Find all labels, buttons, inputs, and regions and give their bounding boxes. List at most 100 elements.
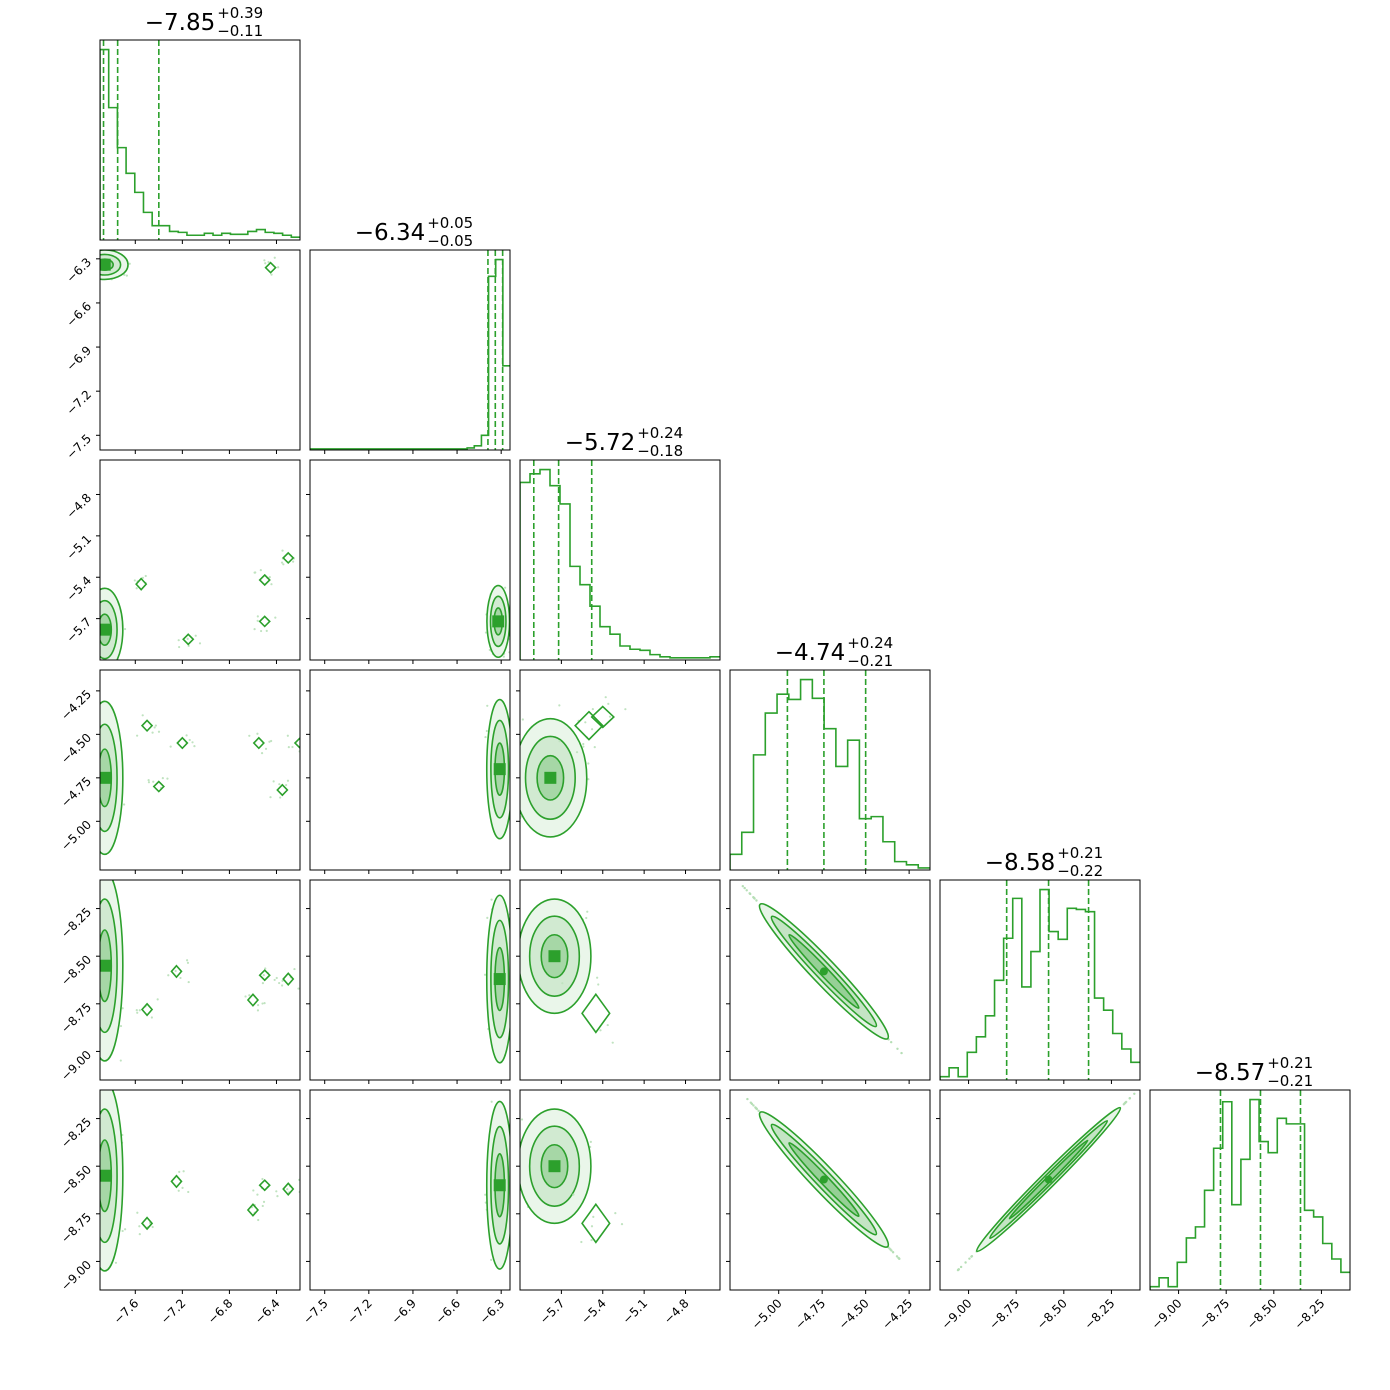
title-median: −6.34 (355, 220, 425, 246)
sample-point (558, 740, 561, 743)
sample-point (198, 642, 202, 645)
sample-point (93, 654, 95, 656)
sample-point (86, 750, 88, 752)
sample-point (490, 1258, 493, 1261)
title-plus: +0.24 (847, 634, 893, 652)
sample-point (582, 745, 585, 748)
title-minus: −0.11 (217, 22, 263, 40)
sample-point (141, 576, 145, 579)
sample-point (607, 702, 610, 705)
sample-point (276, 1195, 279, 1198)
sample-point (1122, 1103, 1126, 1106)
y-tick-label: −5.7 (64, 615, 95, 646)
title-minus: −0.21 (1267, 1072, 1313, 1090)
sample-point (584, 721, 587, 724)
sample-point (957, 1268, 960, 1271)
density-peak (492, 615, 505, 628)
sample-point (136, 1211, 139, 1214)
sample-point (512, 716, 514, 718)
title-minus: −0.22 (1057, 862, 1103, 880)
contour-island (246, 993, 260, 1007)
axes-frame (309, 669, 511, 871)
sample-point (263, 1001, 266, 1005)
sample-point (512, 1014, 514, 1016)
sample-point (119, 1059, 122, 1062)
sample-point (486, 704, 489, 707)
y-tick-label: −8.75 (58, 1210, 94, 1246)
contour-island (258, 615, 271, 628)
sample-point (147, 779, 150, 782)
sample-point (511, 1242, 513, 1244)
sample-point (753, 897, 756, 900)
density-peak (493, 763, 506, 776)
sample-point (484, 1193, 487, 1196)
sample-point (592, 1215, 595, 1218)
contour-island (581, 1202, 611, 1244)
contour-island (574, 710, 604, 741)
sample-point (286, 779, 290, 782)
sample-point (517, 998, 519, 1000)
sample-point (286, 1187, 289, 1191)
axes-frame (519, 1089, 721, 1291)
axes-frame (1149, 1089, 1351, 1291)
sample-point (86, 1247, 88, 1249)
x-tick-label: −8.50 (1244, 1296, 1280, 1332)
y-tick-label: −8.75 (58, 1000, 94, 1036)
sample-point (585, 916, 588, 920)
x-tick-label: −5.00 (749, 1296, 785, 1332)
sample-point (153, 726, 156, 729)
sample-point (580, 1240, 583, 1244)
y-tick-label: −5.00 (58, 818, 94, 854)
x-tick-label: −7.6 (111, 1296, 142, 1327)
sample-point (620, 1223, 624, 1226)
histogram-panel-6: −8.57 +0.21−0.21 (1149, 1054, 1351, 1294)
sample-point (896, 1047, 899, 1050)
sample-point (262, 974, 265, 977)
sample-point (133, 579, 136, 582)
sample-point (125, 274, 128, 277)
sample-point (510, 710, 512, 712)
y-tick-label: −4.8 (64, 491, 95, 522)
panel-title: −4.74 (775, 640, 845, 666)
sample-point (119, 1024, 123, 1028)
y-tick-label: −5.1 (64, 532, 95, 563)
sample-point (252, 1189, 255, 1192)
sample-point (123, 803, 126, 806)
sample-point (85, 725, 87, 727)
sample-point (177, 1189, 180, 1192)
x-tick-label: −9.00 (1149, 1296, 1185, 1332)
x-tick-label: −5.4 (578, 1296, 609, 1327)
sample-point (261, 1177, 264, 1181)
density-peak (100, 623, 111, 636)
sample-point (272, 780, 275, 783)
axes-frame (99, 1089, 301, 1291)
contour-island (140, 719, 154, 733)
sample-point (181, 1186, 184, 1189)
sample-point (161, 777, 164, 780)
x-tick-label: −7.5 (300, 1296, 331, 1327)
sample-point (121, 1229, 124, 1233)
sample-point (152, 780, 155, 783)
axes-frame (99, 39, 301, 241)
axes-frame (99, 669, 301, 871)
y-tick-label: −9.00 (58, 1048, 94, 1084)
histogram-panel-2: −6.34 +0.05−0.05 (309, 214, 511, 454)
density-peak (493, 973, 506, 986)
sample-point (256, 732, 259, 735)
histogram-panel-1: −7.85 +0.39−0.11 (99, 4, 301, 244)
sample-point (95, 989, 97, 991)
axes-frame (519, 879, 721, 1081)
sample-point (144, 574, 147, 578)
sample-point (587, 778, 590, 781)
sample-point (293, 967, 296, 971)
sample-point (186, 637, 189, 640)
axes-frame (309, 459, 511, 661)
sample-point (262, 1200, 266, 1204)
sample-point (281, 979, 284, 982)
histogram-steps (310, 258, 510, 450)
histogram-steps (100, 48, 300, 240)
axes-frame (939, 1089, 1141, 1291)
contour-island (252, 736, 265, 750)
title-median: −4.74 (775, 640, 845, 666)
sample-point (92, 260, 94, 262)
